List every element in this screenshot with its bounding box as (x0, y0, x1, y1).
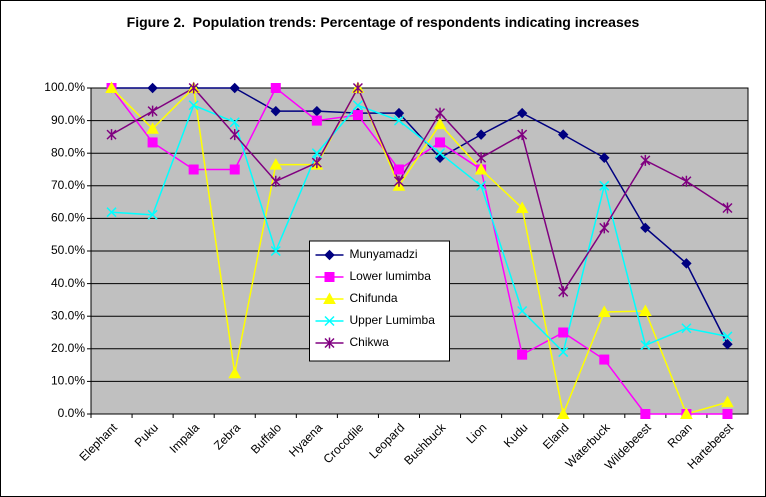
marker (597, 305, 611, 317)
marker (393, 164, 404, 175)
marker (106, 129, 117, 141)
legend-marker (324, 249, 335, 261)
y-tick-label: 30.0% (51, 308, 85, 322)
marker (188, 100, 199, 111)
marker (188, 164, 199, 175)
legend-label: Upper Lumimba (350, 313, 436, 327)
marker (599, 222, 610, 234)
marker (188, 82, 199, 94)
marker (270, 105, 281, 117)
marker (229, 129, 240, 141)
legend-label: Chikwa (350, 335, 390, 349)
marker (476, 180, 487, 191)
marker (393, 115, 404, 126)
legend: Munyamadzi Lower lumimba Chifunda Upper Lum… (309, 240, 450, 362)
marker (517, 305, 528, 317)
marker (270, 175, 281, 187)
marker (517, 349, 528, 360)
marker (681, 175, 692, 187)
marker (435, 148, 446, 159)
y-tick-label: 100.0% (44, 80, 85, 94)
marker (721, 395, 734, 408)
marker (474, 162, 488, 175)
marker (229, 117, 240, 128)
marker (270, 245, 281, 257)
legend-marker (323, 292, 336, 304)
marker (640, 340, 651, 351)
y-tick-label: 80.0% (51, 145, 85, 159)
marker (638, 304, 652, 316)
marker (599, 180, 610, 191)
marker (147, 82, 158, 94)
marker (722, 202, 733, 214)
marker (311, 157, 322, 169)
marker (147, 105, 158, 117)
marker (146, 122, 159, 134)
marker (640, 154, 651, 166)
marker (599, 354, 610, 365)
marker (515, 201, 529, 213)
marker (681, 258, 692, 269)
marker (311, 148, 322, 159)
marker (681, 323, 692, 334)
y-tick-label: 10.0% (51, 374, 85, 388)
marker (393, 175, 404, 187)
marker (393, 107, 405, 119)
legend-marker (324, 315, 335, 327)
marker (105, 81, 118, 93)
marker (640, 409, 651, 419)
marker (435, 137, 446, 148)
y-tick-label: 90.0% (51, 113, 85, 127)
marker (269, 158, 283, 170)
marker (558, 327, 569, 338)
marker (517, 129, 528, 141)
marker (147, 137, 158, 148)
marker (311, 115, 322, 126)
legend-label: Munyamadzi (350, 247, 418, 261)
marker (476, 152, 487, 164)
y-tick-label: 70.0% (51, 178, 85, 192)
marker (147, 209, 158, 220)
legend-label: Lower lumimba (350, 269, 432, 283)
marker (435, 107, 446, 119)
marker (352, 110, 363, 121)
marker (229, 164, 240, 175)
legend-marker (324, 337, 335, 349)
series-line (111, 86, 728, 294)
marker (722, 409, 733, 419)
y-tick-label: 0.0% (58, 406, 86, 420)
marker (680, 407, 693, 419)
chart-title: Figure 2. Population trends: Percentage … (126, 14, 640, 30)
marker (516, 107, 528, 119)
marker (270, 83, 281, 93)
y-tick-label: 60.0% (51, 211, 85, 225)
marker (352, 100, 363, 111)
marker (106, 207, 117, 218)
marker (556, 407, 570, 419)
marker (599, 152, 610, 163)
marker (722, 331, 733, 342)
marker (433, 117, 447, 130)
marker (558, 347, 569, 358)
marker (475, 129, 487, 140)
legend-marker (324, 272, 335, 282)
marker (722, 339, 733, 350)
marker (229, 82, 240, 94)
marker (228, 366, 242, 379)
series-line (111, 86, 728, 417)
y-tick-label: 20.0% (51, 341, 85, 355)
marker (558, 286, 569, 298)
marker (640, 222, 651, 234)
marker (558, 129, 569, 140)
y-tick-label: 50.0% (51, 243, 85, 257)
legend-label: Chifunda (350, 291, 398, 305)
y-tick-label: 40.0% (51, 276, 85, 290)
series-line (111, 104, 728, 354)
marker (352, 82, 363, 94)
